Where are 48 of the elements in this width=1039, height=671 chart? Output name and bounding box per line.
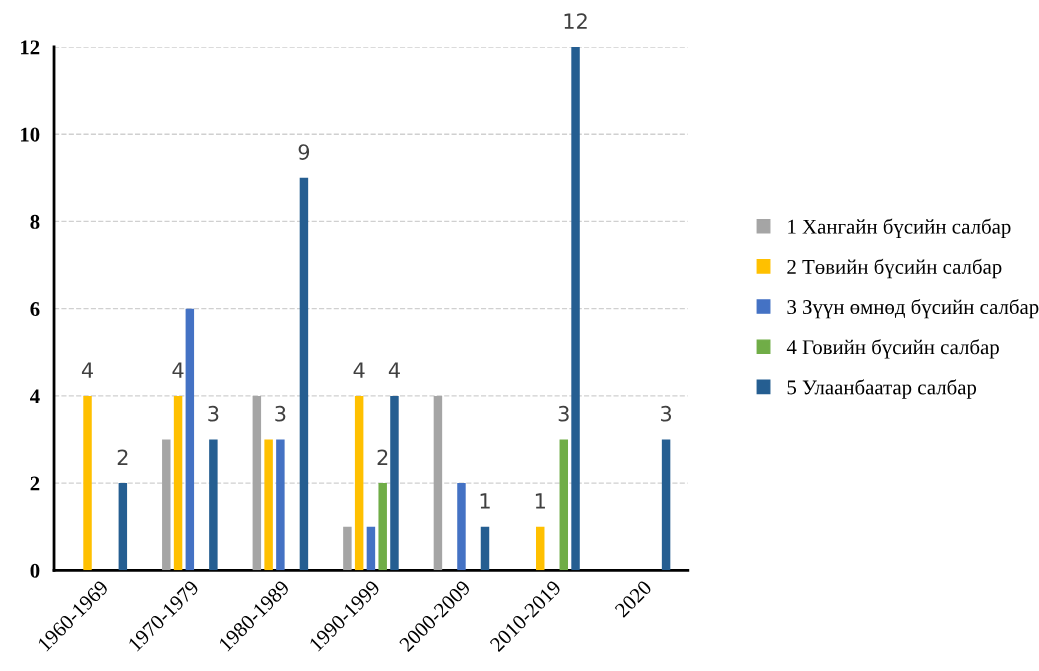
bar (276, 439, 285, 571)
bar (264, 439, 273, 571)
data-label: 3 (275, 405, 286, 422)
data-label: 2 (117, 449, 128, 465)
bar (162, 439, 171, 571)
y-tick-label: 2 (30, 476, 40, 491)
bar (559, 439, 569, 571)
data-label: 1 (535, 493, 545, 509)
data-label: 4 (81, 362, 93, 378)
bar (343, 526, 352, 571)
bar (299, 177, 309, 571)
legend-label: 1 Хангайн бүсийн салбар (788, 218, 1011, 238)
data-label: 3 (208, 405, 219, 422)
y-tick-label: 6 (30, 302, 40, 317)
bar (209, 439, 218, 571)
data-label: 4 (172, 362, 184, 378)
bar (390, 395, 399, 571)
data-label: 4 (353, 362, 365, 378)
bar (661, 439, 671, 571)
y-tick-label: 8 (30, 214, 40, 229)
legend-label: 2 Төвийн бүсийн салбар (787, 258, 1002, 279)
legend-label: 4 Говийн бүсийн салбар (786, 339, 999, 359)
bar (378, 483, 387, 571)
bar (185, 308, 195, 571)
data-label: 12 (564, 13, 587, 29)
data-label: 4 (388, 362, 400, 378)
bar (252, 395, 262, 571)
bar (536, 526, 545, 571)
data-label: 2 (377, 449, 388, 465)
bar (366, 526, 376, 571)
bar (173, 395, 183, 571)
data-label: 9 (298, 144, 310, 160)
y-tick-label: 4 (30, 389, 40, 404)
bar (118, 483, 128, 571)
legend-label: 3 Зүүн өмнөд бүсийн салбар (787, 298, 1039, 319)
y-tick-label: 0 (30, 563, 40, 578)
legend-label: 5 Улаанбаатар салбар (787, 379, 977, 399)
data-label: 3 (661, 405, 672, 422)
data-label: 3 (558, 405, 569, 422)
y-tick-label: 12 (20, 40, 40, 55)
data-label: 1 (480, 493, 490, 509)
bar (433, 395, 443, 571)
y-tick-label: 10 (20, 127, 40, 142)
bar (457, 483, 466, 571)
bar (571, 46, 580, 571)
bar (354, 395, 364, 571)
bar (83, 395, 92, 571)
bar (480, 526, 490, 571)
